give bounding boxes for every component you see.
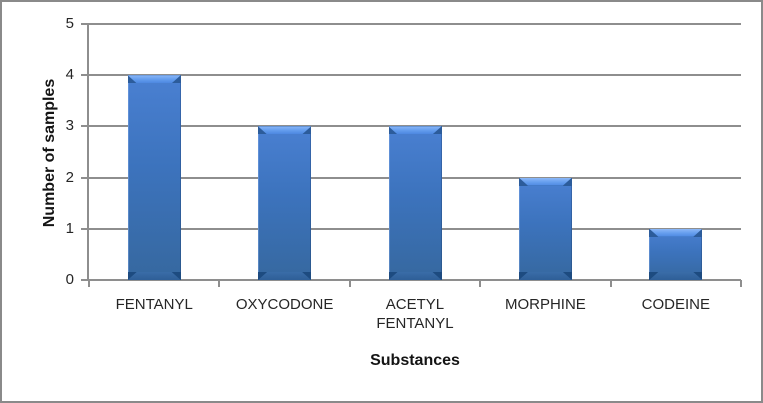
y-tick-mark xyxy=(81,74,89,77)
y-tick-mark xyxy=(81,227,89,230)
bar xyxy=(388,126,442,280)
bar xyxy=(518,177,572,280)
category-label: OXYCODONE xyxy=(219,295,349,314)
x-axis-line xyxy=(87,279,741,281)
bar-bottom-bevel xyxy=(649,271,703,280)
x-tick-mark xyxy=(88,280,90,287)
bar-bottom-bevel xyxy=(127,271,181,280)
category-label: FENTANYL xyxy=(89,295,219,314)
gridline xyxy=(89,74,741,77)
x-tick-mark xyxy=(218,280,221,287)
category-label: ACETYL FENTANYL xyxy=(350,295,480,333)
y-tick-label: 2 xyxy=(65,168,74,186)
category-label-text: ACETYL FENTANYL xyxy=(376,296,454,332)
x-tick-mark xyxy=(740,280,742,287)
y-tick-mark xyxy=(81,23,89,25)
x-tick-mark xyxy=(479,280,482,287)
y-tick-label: 4 xyxy=(65,66,74,84)
bar-top-bevel xyxy=(649,228,703,237)
bar-bottom-bevel xyxy=(258,271,312,280)
bar xyxy=(127,75,181,280)
bar-bottom-bevel xyxy=(518,271,572,280)
bar-bottom-bevel xyxy=(388,271,442,280)
y-axis-title: Number of samples xyxy=(41,78,58,228)
bar-top-bevel xyxy=(127,75,181,84)
y-tick-label: 3 xyxy=(65,117,74,135)
x-tick-mark xyxy=(609,280,612,287)
bar-top-bevel xyxy=(388,126,442,135)
bar xyxy=(258,126,312,280)
y-tick-mark xyxy=(81,176,89,179)
category-label-text: MORPHINE xyxy=(504,296,586,313)
y-tick-label: 1 xyxy=(65,219,74,237)
bar xyxy=(649,228,703,280)
category-label: CODEINE xyxy=(611,295,741,314)
category-label: MORPHINE xyxy=(480,295,610,314)
x-tick-mark xyxy=(348,280,351,287)
gridline xyxy=(89,23,741,25)
x-axis-title: Substances xyxy=(370,352,460,369)
bar-top-bevel xyxy=(518,177,572,186)
y-axis-line xyxy=(87,23,89,280)
category-label-text: CODEINE xyxy=(641,296,710,313)
y-tick-mark xyxy=(81,125,89,128)
category-label-text: FENTANYL xyxy=(115,296,193,313)
y-tick-label: 5 xyxy=(65,15,74,32)
y-tick-mark xyxy=(81,279,89,281)
y-tick-label: 0 xyxy=(65,271,74,288)
bar-top-bevel xyxy=(258,126,312,135)
category-label-text: OXYCODONE xyxy=(235,296,334,313)
